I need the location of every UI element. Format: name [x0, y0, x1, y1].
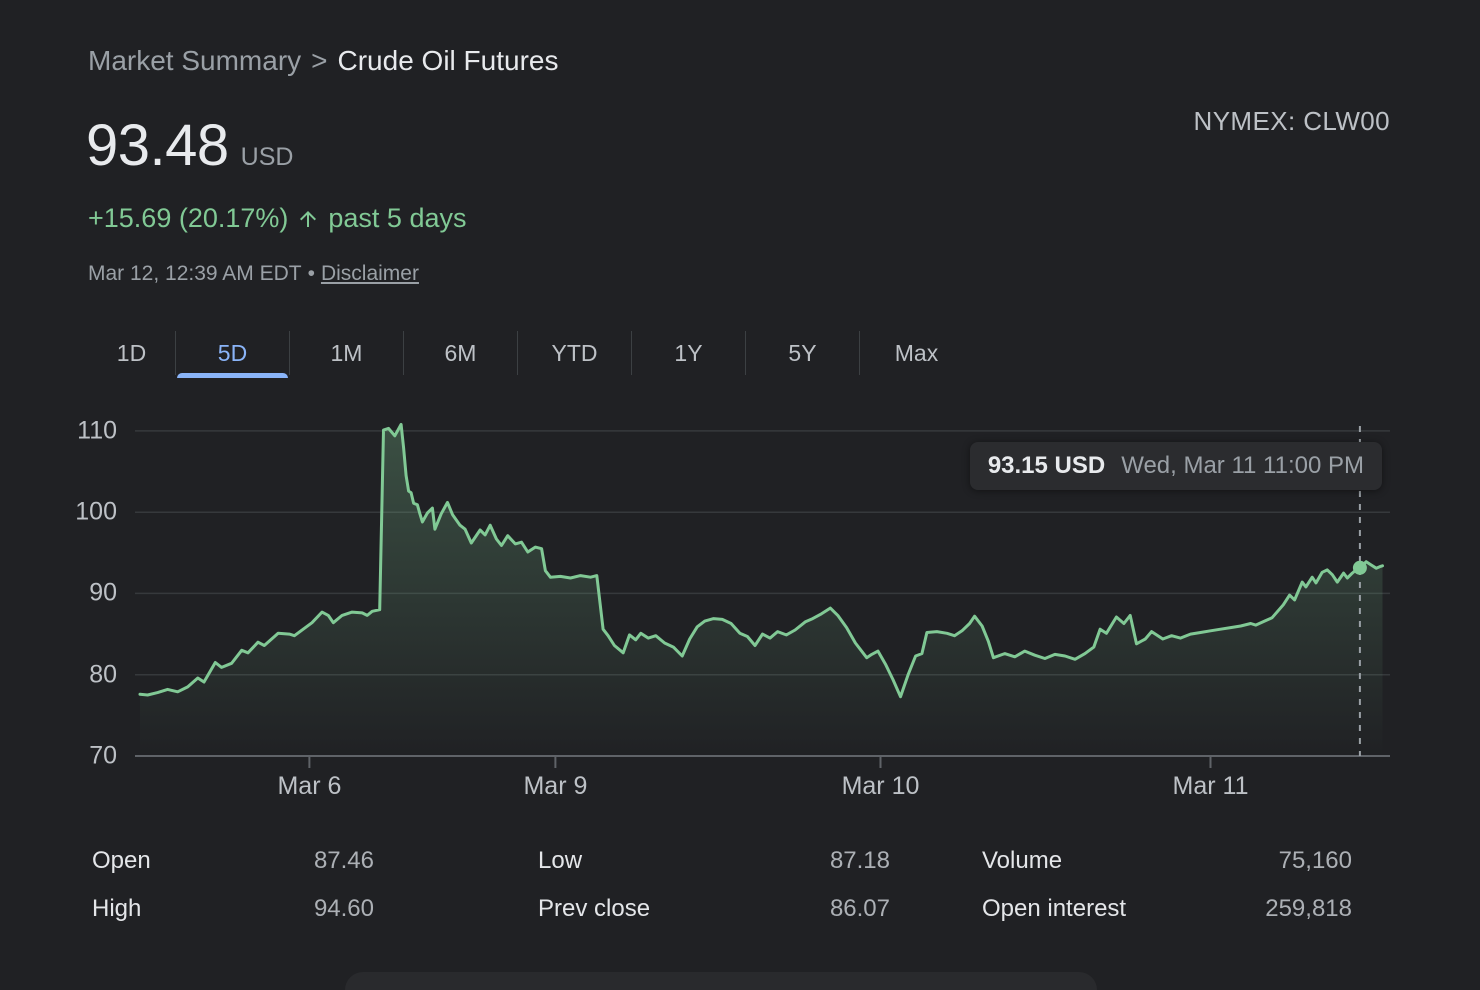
y-axis-labels: 110 100 90 80 70 [75, 416, 125, 769]
tooltip-price: 93.15 USD [987, 452, 1106, 479]
stat-prev-close: Prev close 86.07 [538, 895, 890, 922]
y-axis-label-70: 70 [89, 741, 117, 770]
tab-divider [517, 331, 518, 375]
exchange-ticker: NYMEX: CLW00 [1193, 106, 1390, 136]
stats-column-2: Low 87.18 Prev close 86.07 [538, 847, 890, 923]
y-axis-label-80: 80 [89, 660, 117, 689]
tab-divider [289, 331, 290, 375]
stat-open: Open 87.46 [92, 847, 374, 874]
price-chart[interactable]: 110 100 90 80 70 Mar 6 Mar 9 Mar 10 Mar 11 [75, 416, 1390, 800]
tab-max[interactable]: Max [894, 339, 939, 366]
x-axis-label-mar-11: Mar 11 [1172, 772, 1249, 800]
y-axis-label-110: 110 [77, 416, 117, 445]
active-tab-underline [177, 373, 288, 378]
price-line [138, 422, 1384, 699]
stat-low: Low 87.18 [538, 847, 890, 874]
tab-divider [745, 331, 746, 375]
breadcrumb: Market Summary > Crude Oil Futures [88, 44, 558, 78]
y-axis-label-100: 100 [75, 497, 117, 526]
tab-divider [859, 331, 860, 375]
y-axis-label-90: 90 [89, 578, 117, 607]
tab-1d[interactable]: 1D [116, 339, 147, 366]
x-axis-labels: Mar 6 Mar 9 Mar 10 Mar 11 [135, 772, 1390, 802]
tab-1m[interactable]: 1M [330, 339, 363, 366]
tooltip-time: Wed, Mar 11 11:00 PM [1121, 452, 1364, 479]
current-price: 93.48 [86, 113, 229, 178]
tab-6m[interactable]: 6M [444, 339, 477, 366]
chart-tooltip: 93.15 USD Wed, Mar 11 11:00 PM [969, 442, 1382, 490]
price-change-row: +15.69 (20.17%) past 5 days [88, 203, 466, 234]
breadcrumb-separator: > [311, 45, 328, 76]
change-value: +15.69 (20.17%) [88, 203, 289, 233]
arrow-up-icon [296, 207, 320, 231]
chart-canvas[interactable] [135, 420, 1390, 780]
tab-divider [403, 331, 404, 375]
x-axis-label-mar-9: Mar 9 [523, 772, 588, 800]
breadcrumb-market-summary[interactable]: Market Summary [88, 45, 302, 76]
stats-column-1: Open 87.46 High 94.60 [92, 847, 374, 923]
tab-divider [175, 331, 176, 375]
stat-volume: Volume 75,160 [982, 847, 1352, 874]
tab-5d[interactable]: 5D [176, 328, 289, 378]
stat-open-interest: Open interest 259,818 [982, 895, 1352, 922]
range-tab-bar: 1D 5D 1M 6M YTD 1Y 5Y Max [88, 328, 973, 378]
tab-5y[interactable]: 5Y [788, 339, 817, 366]
current-point-marker [1352, 560, 1367, 575]
stat-high: High 94.60 [92, 895, 374, 922]
tab-ytd[interactable]: YTD [551, 339, 598, 366]
x-axis-label-mar-10: Mar 10 [841, 772, 920, 800]
x-axis-label-mar-6: Mar 6 [277, 772, 342, 800]
area-fill [140, 424, 1383, 756]
tab-divider [631, 331, 632, 375]
currency-label: USD [240, 143, 294, 171]
disclaimer-link[interactable]: Disclaimer [320, 262, 419, 285]
stats-column-3: Volume 75,160 Open interest 259,818 [982, 847, 1352, 923]
quote-price-row: 93.48 USD [86, 112, 293, 179]
tab-1y[interactable]: 1Y [674, 339, 703, 366]
bottom-sheet[interactable] [345, 972, 1097, 990]
quote-timestamp: Mar 12, 12:39 AM EDT [88, 262, 302, 285]
page-title: Crude Oil Futures [337, 45, 559, 76]
quote-meta-row: Mar 12, 12:39 AM EDT • Disclaimer [88, 262, 419, 286]
change-period: past 5 days [328, 203, 467, 233]
bullet-separator: • [307, 262, 315, 285]
